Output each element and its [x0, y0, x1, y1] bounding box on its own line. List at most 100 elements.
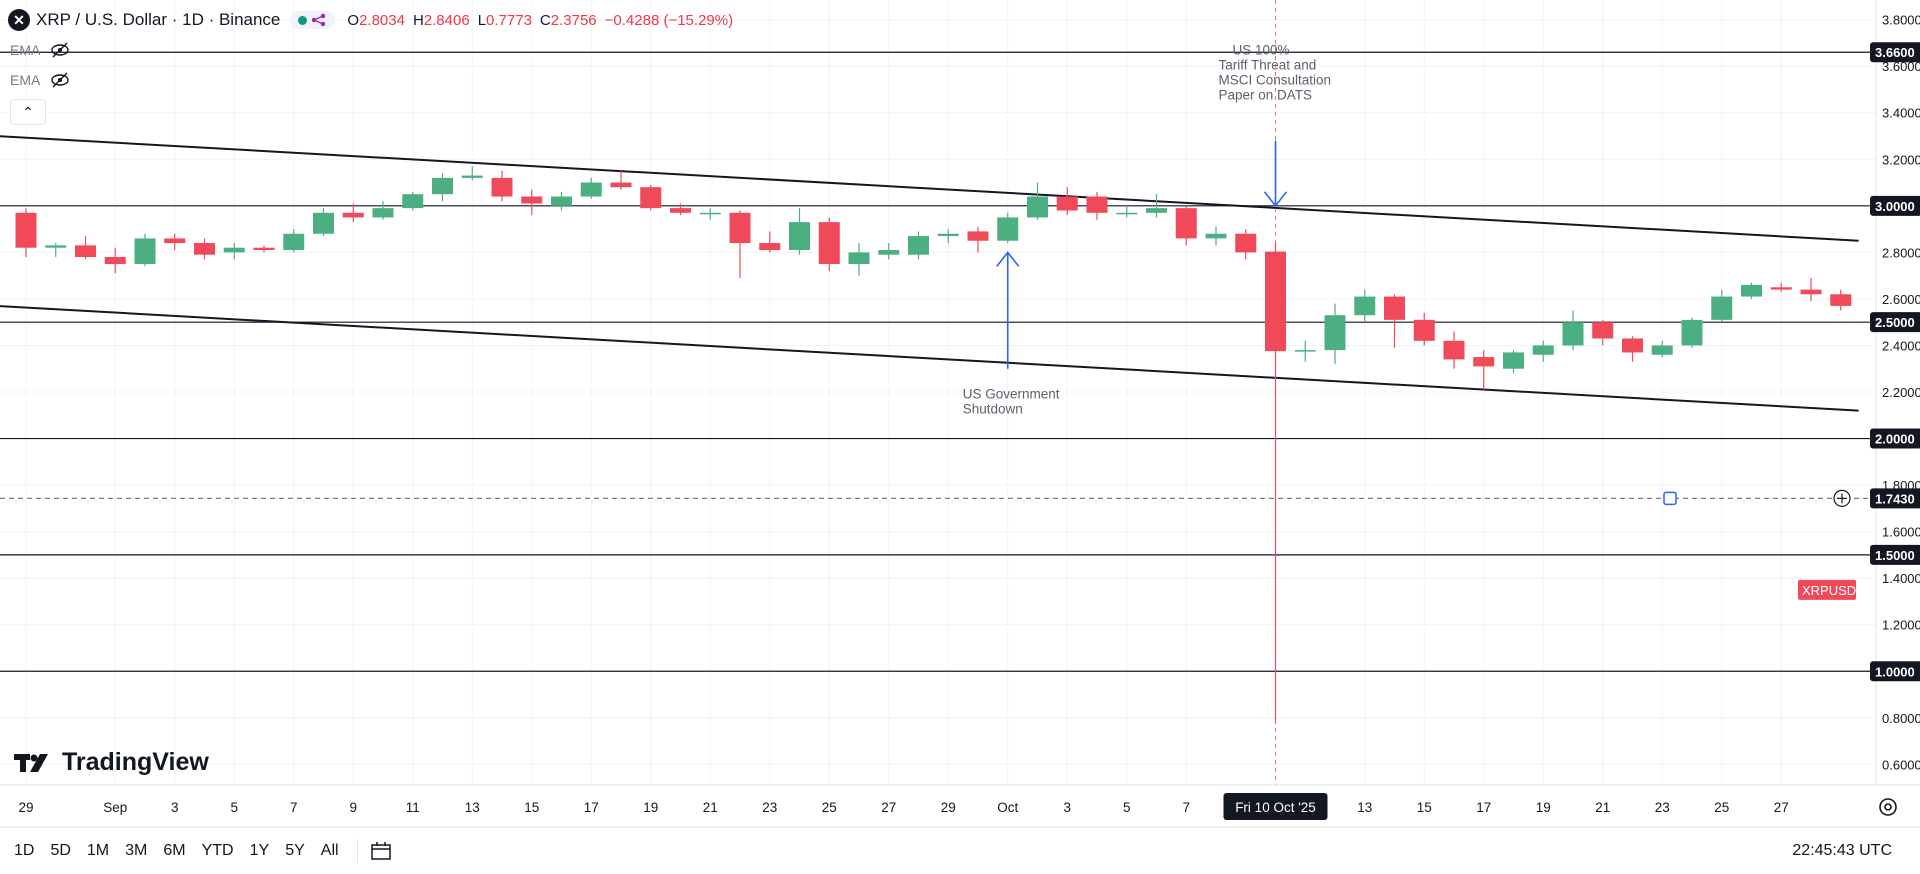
range-button-6m[interactable]: 6M: [163, 841, 186, 859]
x-tick-label: 17: [1476, 800, 1491, 815]
level-price-tag[interactable]: [1870, 312, 1920, 333]
candle-body[interactable]: [1800, 289, 1822, 295]
candle-body[interactable]: [640, 187, 662, 209]
candle-body[interactable]: [551, 196, 572, 206]
candle-body[interactable]: [223, 247, 245, 253]
candle-body[interactable]: [1443, 340, 1465, 360]
candle-body[interactable]: [1086, 196, 1108, 213]
candle-body[interactable]: [1235, 233, 1257, 253]
candle-body[interactable]: [432, 177, 453, 195]
candle-body[interactable]: [848, 252, 870, 264]
candle-body[interactable]: [1413, 319, 1435, 341]
range-button-1m[interactable]: 1M: [86, 841, 110, 859]
candle-body[interactable]: [194, 243, 215, 255]
candle-body[interactable]: [1622, 338, 1643, 353]
trendline[interactable]: [0, 135, 1859, 242]
settings-gear-icon[interactable]: [1876, 795, 1900, 819]
candle-body[interactable]: [1324, 315, 1346, 351]
candle-body[interactable]: [1532, 345, 1554, 355]
candle-body[interactable]: [610, 182, 632, 188]
candle-body[interactable]: [1711, 296, 1733, 320]
candle-body[interactable]: [104, 257, 126, 264]
candle-body[interactable]: [461, 175, 483, 178]
candle-body[interactable]: [15, 212, 37, 248]
level-price-tag[interactable]: [1870, 42, 1920, 63]
indicator-ema-2[interactable]: EMA: [10, 69, 70, 91]
candle-body[interactable]: [283, 233, 305, 251]
y-tick-label: 3.4000: [1882, 106, 1920, 121]
level-price-tag[interactable]: [1870, 544, 1920, 565]
candle-body[interactable]: [1473, 357, 1495, 367]
candle-body[interactable]: [1205, 233, 1227, 239]
range-button-5d[interactable]: 5D: [50, 841, 71, 859]
candle-body[interactable]: [1384, 296, 1405, 320]
candle-body[interactable]: [1175, 208, 1197, 239]
calendar-goto-icon[interactable]: [370, 840, 394, 862]
candle-body[interactable]: [1562, 322, 1584, 346]
annotation-text: Tariff Threat and: [1219, 58, 1317, 73]
eye-off-icon[interactable]: [50, 42, 70, 58]
candle-body[interactable]: [134, 238, 156, 264]
candle-body[interactable]: [1503, 352, 1524, 369]
candle-body[interactable]: [670, 208, 691, 213]
candle-body[interactable]: [1294, 350, 1316, 352]
candle-body[interactable]: [1146, 208, 1167, 213]
status-pill[interactable]: [290, 11, 336, 29]
candle-body[interactable]: [45, 245, 67, 248]
level-price-tag[interactable]: [1870, 488, 1920, 509]
range-buttons: 1D 5D 1M 3M 6M YTD 1Y 5Y All: [14, 842, 339, 860]
range-button-all[interactable]: All: [320, 841, 339, 859]
candle-body[interactable]: [580, 182, 602, 197]
indicator-ema-1[interactable]: EMA: [10, 39, 70, 61]
level-price-tag[interactable]: [1870, 195, 1920, 216]
candle-body[interactable]: [164, 238, 186, 244]
candle-body[interactable]: [1592, 322, 1614, 339]
candle-body[interactable]: [372, 208, 394, 218]
candle-body[interactable]: [1116, 212, 1138, 215]
candle-body[interactable]: [967, 231, 989, 241]
range-button-1d[interactable]: 1D: [14, 841, 35, 859]
candle-body[interactable]: [402, 194, 424, 209]
candle-body[interactable]: [313, 212, 334, 234]
candle-body[interactable]: [1770, 287, 1792, 290]
candle-body[interactable]: [818, 222, 840, 264]
symbol-title[interactable]: XRP / U.S. Dollar · 1D · Binance: [36, 10, 281, 29]
level-price-tag[interactable]: [1870, 661, 1920, 682]
candle-body[interactable]: [699, 212, 721, 215]
candle-body[interactable]: [759, 243, 781, 251]
collapse-legend-button[interactable]: ⌃: [10, 99, 46, 125]
candle-body[interactable]: [908, 236, 929, 255]
low-label: L: [477, 11, 487, 29]
utc-clock[interactable]: 22:45:43 UTC: [1792, 841, 1892, 859]
range-button-5y[interactable]: 5Y: [285, 841, 305, 859]
candle-body[interactable]: [937, 233, 959, 237]
candle-body[interactable]: [729, 212, 751, 244]
candle-body[interactable]: [997, 217, 1019, 241]
candle-body[interactable]: [1265, 251, 1286, 352]
candle-body[interactable]: [521, 196, 543, 204]
range-button-3m[interactable]: 3M: [125, 841, 148, 859]
range-button-ytd[interactable]: YTD: [201, 841, 234, 859]
eye-off-icon[interactable]: [50, 72, 70, 88]
candle-body[interactable]: [1681, 319, 1703, 346]
candle-body[interactable]: [75, 245, 96, 258]
candle-body[interactable]: [1027, 196, 1048, 218]
candle-body[interactable]: [1651, 345, 1673, 355]
candle-body[interactable]: [1354, 296, 1376, 316]
level-price-tag[interactable]: [1870, 428, 1920, 449]
trendline[interactable]: [0, 305, 1859, 412]
candle-body[interactable]: [1830, 294, 1852, 306]
y-tick-label: 2.2000: [1882, 385, 1920, 400]
candle-body[interactable]: [1741, 284, 1762, 297]
candle-body[interactable]: [491, 177, 513, 197]
candle-body[interactable]: [1056, 196, 1078, 211]
candle-body[interactable]: [789, 222, 810, 251]
range-button-1y[interactable]: 1Y: [249, 841, 270, 859]
candle-body[interactable]: [253, 247, 275, 251]
candle-body[interactable]: [878, 250, 900, 255]
ohlc-readout: O2.8034 H2.8406 L0.7773 C2.3756 −0.4288 …: [347, 12, 733, 29]
symbol-price-tag[interactable]: [1798, 579, 1856, 600]
line-handle[interactable]: [1663, 491, 1677, 506]
candle-body[interactable]: [342, 212, 364, 218]
